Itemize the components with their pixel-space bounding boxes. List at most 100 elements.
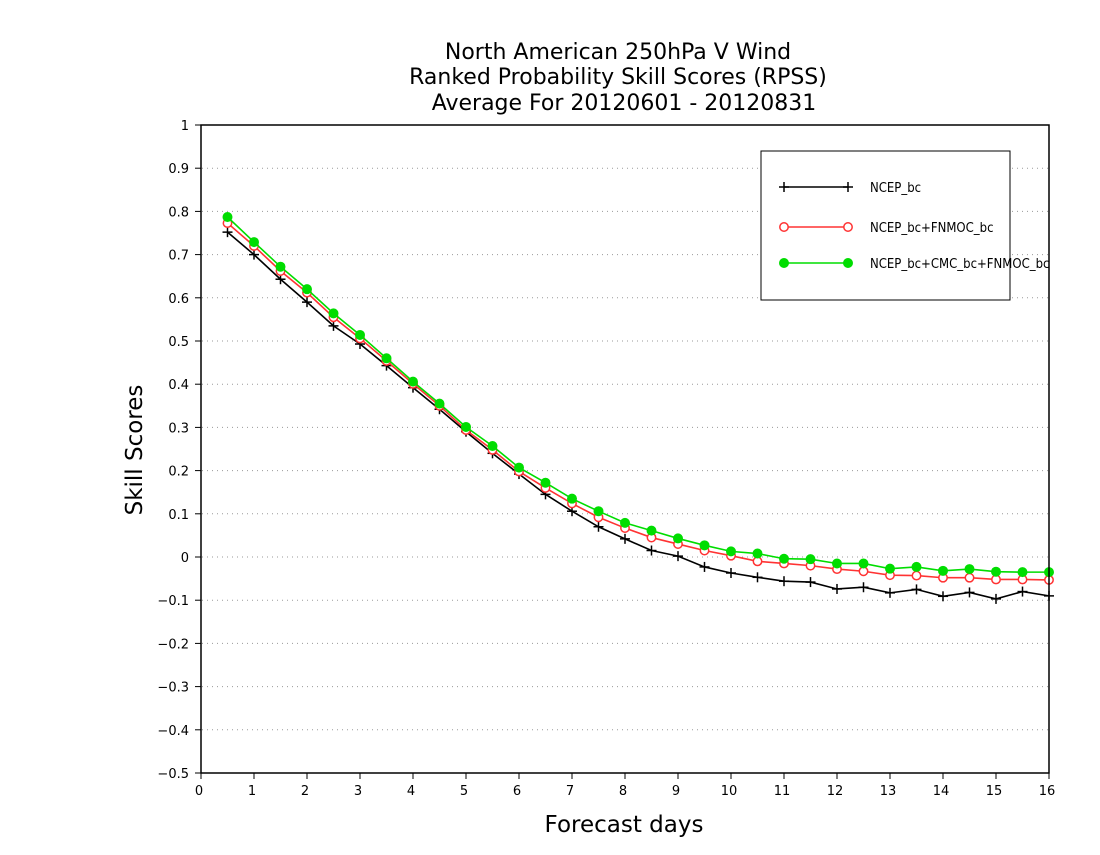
- series-3-point: [964, 564, 975, 575]
- series-1-point: [1017, 586, 1028, 597]
- chart-title-line-2: Ranked Probability Skill Scores (RPSS): [409, 65, 827, 90]
- series-3-point: [434, 398, 445, 409]
- series-1-point: [699, 561, 710, 572]
- y-tick-label: 0.9: [168, 162, 189, 177]
- series-1-point: [885, 587, 895, 598]
- y-tick-label: 0: [181, 551, 189, 566]
- series-1-point: [858, 582, 869, 593]
- series-1-point: [938, 591, 948, 602]
- series-3-point: [726, 546, 736, 557]
- series-3-point: [779, 553, 789, 564]
- series-2-point: [964, 572, 975, 583]
- series-1-point: [752, 572, 763, 583]
- series-1-point: [620, 533, 630, 544]
- series-3-point: [938, 565, 948, 576]
- series-1-point: [673, 551, 683, 562]
- x-tick-label: 8: [619, 784, 627, 799]
- x-tick-label: 3: [354, 784, 362, 799]
- series-3-point: [222, 212, 233, 223]
- series-3-point: [991, 566, 1001, 577]
- series-3-point: [461, 421, 471, 432]
- legend-entry-1-point: [779, 182, 789, 192]
- x-tick-label: 0: [195, 784, 203, 799]
- series-1-point: [249, 249, 259, 260]
- y-tick-label: 0.6: [168, 292, 189, 307]
- series-1-point: [964, 587, 975, 598]
- legend-entry-2-point: [779, 222, 789, 232]
- y-tick-label: −0.5: [157, 767, 189, 782]
- series-3-point: [514, 462, 524, 473]
- series-3-point: [699, 540, 710, 551]
- series-3-point: [858, 558, 869, 569]
- x-tick-label: 2: [301, 784, 309, 799]
- x-tick-label: 15: [986, 784, 1003, 799]
- y-axis-title: Skill Scores: [122, 385, 148, 516]
- series-1-point: [911, 584, 922, 595]
- legend: NCEP_bc NCEP_bc+FNMOC_bc NCEP_bc+CMC_bc+FN…: [760, 150, 1049, 301]
- series-3-point: [408, 376, 418, 387]
- x-tick-label: 6: [513, 784, 521, 799]
- series-1-point: [779, 576, 789, 587]
- x-tick-label: 16: [1039, 784, 1056, 799]
- series-1-point: [805, 577, 816, 588]
- series-3-point: [249, 237, 259, 248]
- series-3-point: [1017, 567, 1028, 578]
- legend-entry-3: NCEP_bc+CMC_bc+FNMOC_bc: [779, 257, 1049, 272]
- series-3-point: [275, 261, 286, 272]
- chart-title: North American 250hPa V Wind Ranked Prob…: [409, 40, 827, 116]
- legend-entry-1-point: [843, 182, 853, 192]
- series-3-point: [885, 563, 895, 574]
- y-tick-label: 0.2: [168, 465, 189, 480]
- legend-entry-2-point: [843, 222, 853, 232]
- series-3-point: [911, 561, 922, 572]
- series-1-point: [222, 227, 233, 238]
- series-1-point: [646, 545, 657, 556]
- legend-entry-3-label: NCEP_bc+CMC_bc+FNMOC_bc: [870, 257, 1049, 272]
- series-1-point: [302, 297, 312, 308]
- x-tick-label: 4: [407, 784, 415, 799]
- chart-title-line-1: North American 250hPa V Wind: [445, 40, 791, 65]
- legend-entry-3-point: [843, 258, 853, 268]
- series-2-point: [911, 570, 922, 581]
- series-3-point: [673, 533, 683, 544]
- series-3-point: [567, 493, 577, 504]
- series-1-point: [593, 521, 604, 532]
- y-axis-ticks: 1 0.9 0.8 0.7 0.6 0.5 0.4 0.3 0.2 0.1 0 −0.1 −0.2 −0.…: [157, 119, 201, 782]
- series-1-point: [328, 320, 339, 331]
- x-tick-label: 11: [774, 784, 791, 799]
- y-tick-label: −0.1: [157, 594, 189, 609]
- legend-entry-1-label: NCEP_bc: [870, 181, 921, 196]
- legend-entry-3-point: [779, 258, 789, 268]
- series-3-point: [381, 353, 392, 364]
- data-series: [222, 212, 1054, 604]
- y-tick-label: −0.3: [157, 681, 189, 696]
- series-3-point: [646, 525, 657, 536]
- series-1-point: [832, 583, 842, 594]
- y-tick-label: −0.2: [157, 637, 189, 652]
- legend-entry-2: NCEP_bc+FNMOC_bc: [779, 221, 994, 236]
- y-tick-label: 0.4: [168, 378, 189, 393]
- series-3-point: [805, 554, 816, 565]
- series-3-point: [593, 506, 604, 517]
- legend-entry-2-label: NCEP_bc+FNMOC_bc: [870, 221, 994, 236]
- x-axis-title: Forecast days: [545, 812, 704, 838]
- y-tick-label: 0.3: [168, 421, 189, 436]
- series-1-point: [726, 567, 736, 578]
- legend-box: [760, 150, 1011, 301]
- y-tick-label: 0.7: [168, 249, 189, 264]
- series-3-point: [355, 329, 365, 340]
- x-tick-label: 12: [827, 784, 844, 799]
- x-tick-label: 1: [248, 784, 256, 799]
- y-tick-label: 0.1: [168, 508, 189, 523]
- chart-title-line-3: Average For 20120601 - 20120831: [432, 91, 817, 116]
- x-tick-label: 7: [566, 784, 574, 799]
- series-3: [222, 212, 1054, 578]
- x-tick-label: 14: [933, 784, 950, 799]
- legend-entry-1: NCEP_bc: [779, 181, 921, 196]
- y-tick-label: 1: [181, 119, 189, 134]
- x-tick-label: 5: [460, 784, 468, 799]
- y-tick-label: −0.4: [157, 724, 189, 739]
- series-3-point: [540, 477, 551, 488]
- series-3-point: [620, 517, 630, 528]
